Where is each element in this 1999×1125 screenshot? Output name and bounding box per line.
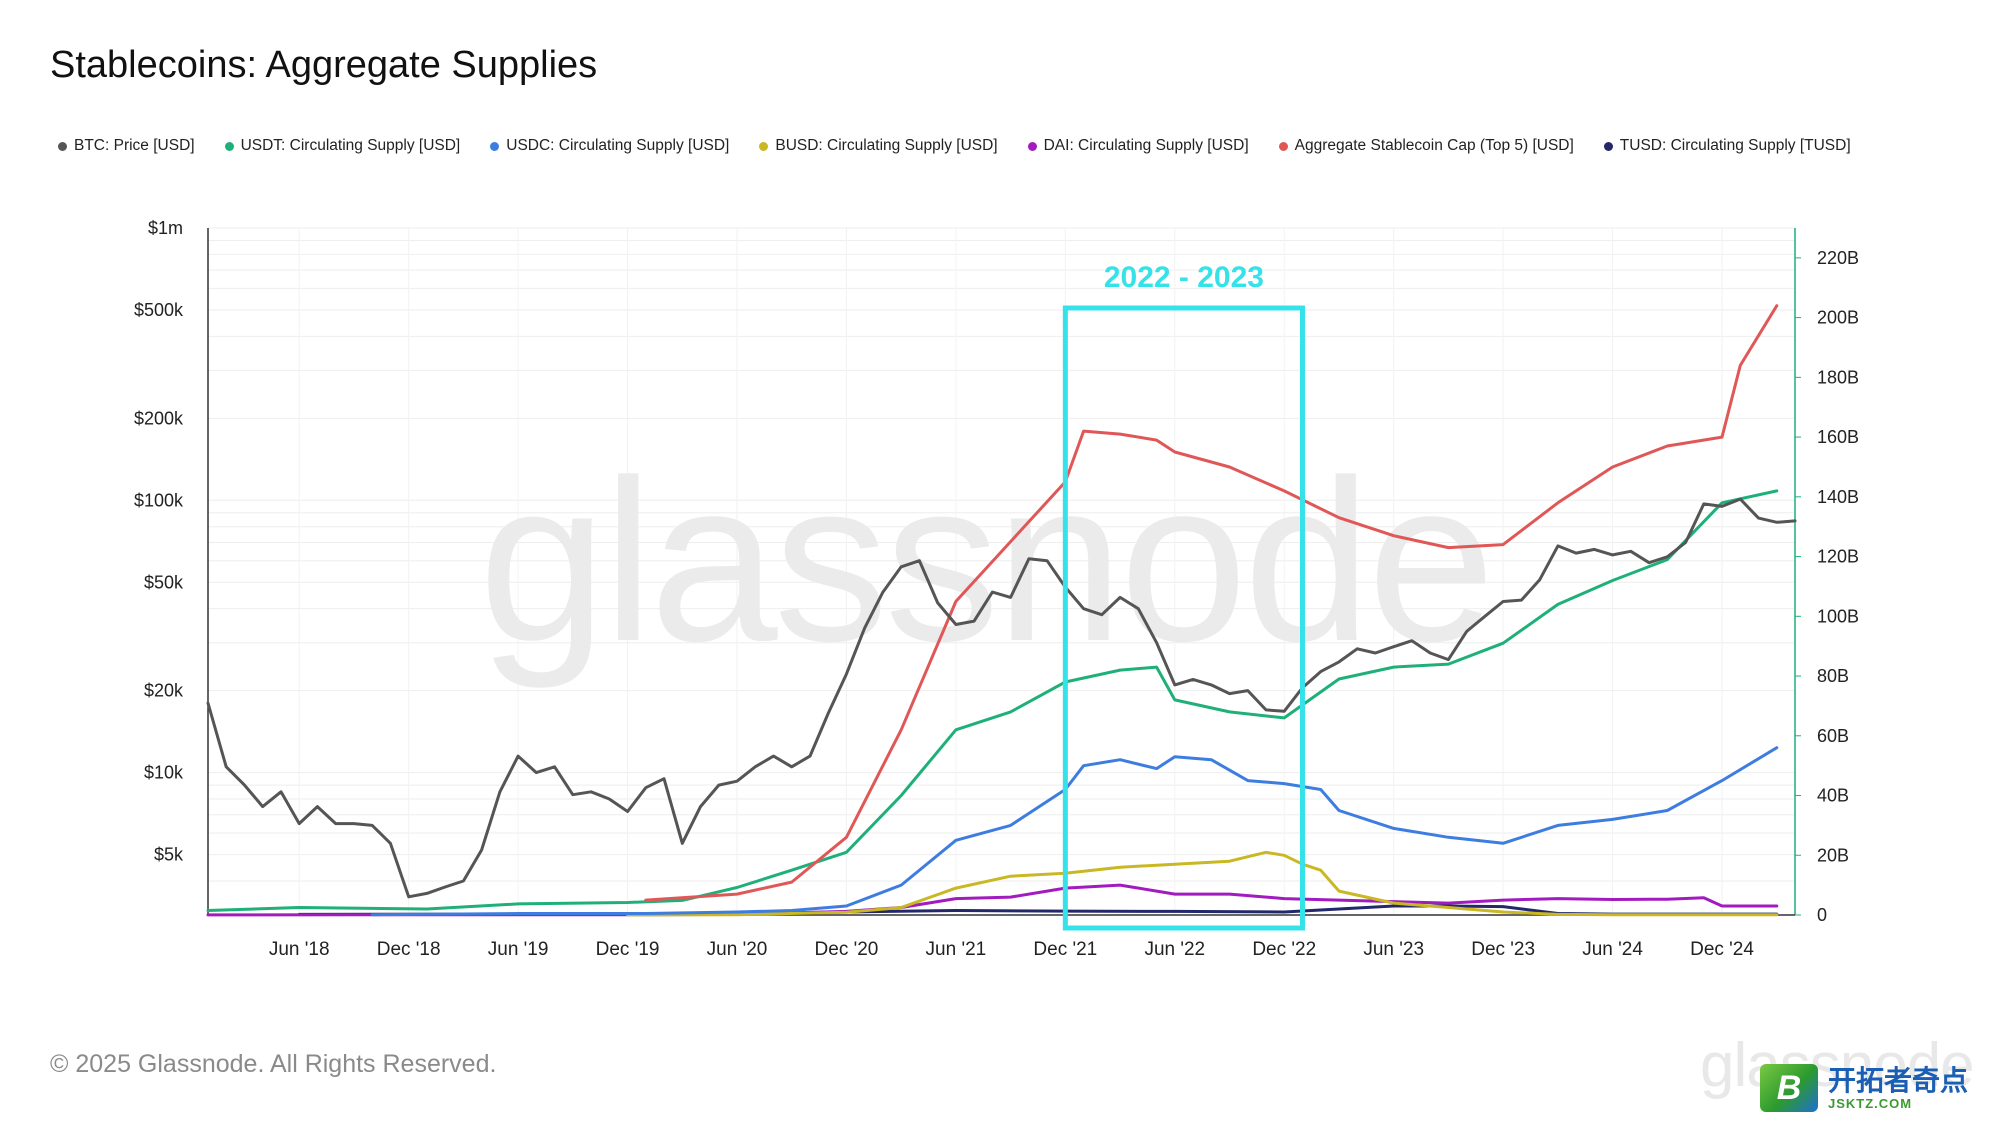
x-tick-label: Dec '24 (1690, 939, 1754, 960)
highlight-label: 2022 - 2023 (1104, 261, 1264, 294)
x-tick-label: Dec '21 (1033, 939, 1097, 960)
y-right-tick-label: 220B (1817, 248, 1859, 268)
series-line-usdc-circulating-supply-usd[interactable] (370, 746, 1779, 917)
x-tick-label: Dec '19 (596, 939, 660, 960)
legend-label: BUSD: Circulating Supply [USD] (775, 137, 998, 154)
legend-item-tusd-circulating-supply-tusd[interactable]: TUSD: Circulating Supply [TUSD] (1603, 137, 1851, 155)
y-left-tick-label: $5k (154, 845, 184, 865)
y-right-tick-label: 0 (1817, 905, 1827, 925)
x-tick-label: Jun '20 (707, 939, 768, 960)
series-line-btc-price-usd[interactable] (206, 497, 1797, 899)
y-right-tick-label: 80B (1817, 666, 1849, 686)
badge-url: JSKTZ.COM (1828, 1095, 1913, 1111)
legend-item-usdt-circulating-supply-usd[interactable]: USDT: Circulating Supply [USD] (224, 137, 461, 155)
legend-item-busd-circulating-supply-usd[interactable]: BUSD: Circulating Supply [USD] (759, 137, 998, 155)
y-right-tick-label: 140B (1817, 487, 1859, 507)
legend-item-dai-circulating-supply-usd[interactable]: DAI: Circulating Supply [USD] (1027, 137, 1249, 155)
legend-dot-icon (1027, 141, 1037, 151)
badge-text: 开拓者奇点 JSKTZ.COM (1828, 1064, 1969, 1111)
x-tick-label: Dec '18 (377, 939, 441, 960)
y-left-tick-label: $50k (144, 572, 184, 592)
badge-logo-icon: B (1760, 1064, 1818, 1112)
chart-legend: BTC: Price [USD] USDT: Circulating Supply… (58, 137, 1958, 155)
badge-name: 开拓者奇点 (1828, 1064, 1969, 1096)
legend-dot-icon (224, 141, 234, 151)
chart-watermark: glassnode (479, 432, 1492, 689)
x-tick-label: Jun '23 (1363, 939, 1424, 960)
x-tick-label: Dec '22 (1252, 939, 1316, 960)
site-badge[interactable]: B 开拓者奇点 JSKTZ.COM (1760, 1064, 1968, 1112)
y-right-tick-label: 20B (1817, 845, 1849, 865)
y-left-tick-label: $200k (134, 408, 184, 428)
corner-watermark: glassnode (1700, 1031, 1975, 1100)
x-tick-label: Jun '21 (926, 939, 987, 960)
legend-item-btc-price-usd[interactable]: BTC: Price [USD] (58, 137, 195, 155)
chart-title: Stablecoins: Aggregate Supplies (50, 44, 598, 86)
legend-dot-icon (1278, 141, 1288, 151)
watermark-group: glassnode (479, 432, 1496, 689)
legend-label: USDC: Circulating Supply [USD] (506, 137, 730, 154)
x-tick-label: Jun '22 (1144, 939, 1205, 960)
x-tick-label: Jun '19 (488, 939, 549, 960)
y-left-tick-label: $10k (144, 763, 184, 783)
y-right-tick-label: 200B (1817, 308, 1859, 328)
y-right-tick-label: 180B (1817, 367, 1859, 387)
y-left-tick-label: $500k (134, 300, 184, 320)
y-left-tick-label: $20k (144, 681, 184, 701)
legend-item-aggregate-stablecoin-cap-top-5-usd[interactable]: Aggregate Stablecoin Cap (Top 5) [USD] (1278, 137, 1574, 155)
legend-item-usdc-circulating-supply-usd[interactable]: USDC: Circulating Supply [USD] (490, 137, 729, 155)
y-left-tick-label: $1m (148, 218, 183, 238)
highlight-box (1062, 305, 1305, 931)
highlight-group: 2022 - 2023 (1062, 261, 1305, 931)
axes: $5k $10k $20k $50k $100k $200k $500k $1m 0 20B 40B… (134, 218, 1859, 960)
x-tick-label: Jun '18 (269, 939, 330, 960)
y-right-tick-label: 100B (1817, 606, 1859, 626)
legend-dot-icon (1603, 141, 1613, 151)
y-right-tick-label: 120B (1817, 547, 1859, 567)
series-group (206, 304, 1797, 917)
legend-dot-icon (490, 141, 500, 151)
legend-dot-icon (759, 141, 769, 151)
x-tick-label: Dec '20 (815, 939, 879, 960)
legend-label: Aggregate Stablecoin Cap (Top 5) [USD] (1294, 137, 1574, 154)
y-left-tick-label: $100k (134, 490, 184, 510)
legend-label: BTC: Price [USD] (74, 137, 195, 154)
y-right-tick-label: 40B (1817, 786, 1849, 806)
legend-label: DAI: Circulating Supply [USD] (1043, 137, 1249, 154)
y-right-tick-label: 60B (1817, 726, 1849, 746)
series-line-busd-circulating-supply-usd[interactable] (626, 850, 1779, 917)
legend-label: TUSD: Circulating Supply [TUSD] (1619, 137, 1851, 154)
legend-label: USDT: Circulating Supply [USD] (240, 137, 461, 154)
series-line-usdt-circulating-supply-usd[interactable] (206, 489, 1779, 912)
copyright-footer: © 2025 Glassnode. All Rights Reserved. (50, 1050, 497, 1078)
legend-dot-icon (58, 141, 67, 151)
x-tick-label: Jun '24 (1582, 939, 1643, 960)
series-line-aggregate-stablecoin-cap-top-5-usd[interactable] (644, 304, 1779, 902)
x-tick-label: Dec '23 (1471, 939, 1535, 960)
y-right-tick-label: 160B (1817, 427, 1859, 447)
